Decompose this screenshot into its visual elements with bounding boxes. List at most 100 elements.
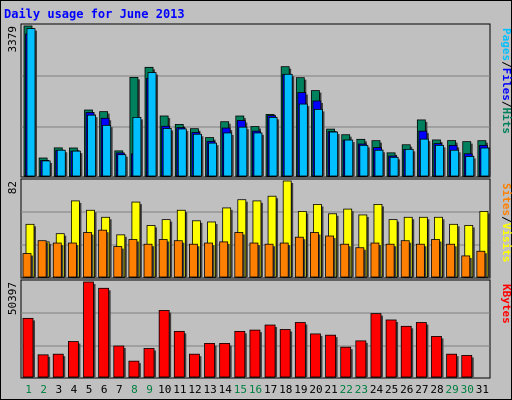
bar-pages-day-20 <box>314 109 323 177</box>
bar-kbytes-day-1 <box>22 317 34 378</box>
y-max-label-2: 82 <box>6 181 19 194</box>
x-tick-label-day-20: 20 <box>309 383 322 396</box>
bar-kbytes-day-22 <box>340 346 352 378</box>
bar-pages-day-4 <box>71 150 81 177</box>
x-tick-label-day-16: 16 <box>249 383 262 396</box>
x-tick-label-day-10: 10 <box>158 383 171 396</box>
bar-kbytes-day-23 <box>355 340 367 378</box>
bar-pages-day-10 <box>162 128 172 177</box>
bar-sites-day-28 <box>431 239 440 278</box>
bar-pages-day-9 <box>147 72 157 177</box>
x-tick-label-day-18: 18 <box>279 383 292 396</box>
bar-sites-day-13 <box>204 242 213 278</box>
x-tick-label-day-5: 5 <box>86 383 93 396</box>
legend-entry-2-2: / <box>500 216 512 223</box>
bar-kbytes-day-20 <box>310 333 321 378</box>
bar-sites-day-21 <box>325 235 334 278</box>
bar-kbytes-day-28 <box>431 336 442 378</box>
bar-sites-day-2 <box>37 240 47 278</box>
bar-kbytes-day-30 <box>461 355 473 378</box>
bar-kbytes-day-27 <box>415 322 427 378</box>
bar-sites-day-10 <box>158 239 168 278</box>
x-tick-label-day-7: 7 <box>116 383 123 396</box>
bar-sites-day-17 <box>264 243 274 278</box>
bar-sites-day-7 <box>113 246 123 278</box>
bar-pages-day-23 <box>359 144 369 177</box>
bar-sites-day-1 <box>22 253 32 278</box>
bar-pages-day-21 <box>329 131 338 177</box>
x-tick-label-day-27: 27 <box>415 383 428 396</box>
x-tick-label-day-17: 17 <box>264 383 277 396</box>
x-tick-label-day-4: 4 <box>71 383 78 396</box>
legend-entry-3-1: KBytes <box>500 284 512 324</box>
x-tick-label-day-21: 21 <box>325 383 338 396</box>
bar-pages-day-1 <box>26 28 36 177</box>
y-max-label-3: 50397 <box>6 282 19 315</box>
bar-pages-day-8 <box>132 117 142 177</box>
legend-2: Sites/Visits <box>500 183 512 263</box>
legend-3: KBytes <box>500 284 512 324</box>
bar-kbytes-day-19 <box>294 322 306 378</box>
x-tick-label-day-15: 15 <box>234 383 247 396</box>
legend-entry-2-3: Visits <box>500 223 512 263</box>
bar-pages-day-29 <box>450 149 460 177</box>
bar-kbytes-day-10 <box>158 310 170 378</box>
bar-pages-day-6 <box>102 124 112 177</box>
x-tick-label-day-14: 14 <box>219 383 233 396</box>
legend-1: Pages/Files/Hits <box>500 28 512 134</box>
legend-entry-1-4: / <box>500 101 512 108</box>
bar-sites-day-4 <box>67 242 77 278</box>
bar-sites-day-20 <box>310 232 319 278</box>
bar-sites-day-11 <box>173 240 183 278</box>
bar-sites-day-31 <box>476 250 486 278</box>
bar-kbytes-day-11 <box>173 330 185 378</box>
legend-entry-2-1: Sites <box>500 183 512 216</box>
bar-pages-day-7 <box>117 154 127 177</box>
bar-pages-day-18 <box>283 73 293 177</box>
x-tick-label-day-22: 22 <box>340 383 353 396</box>
x-tick-label-day-13: 13 <box>203 383 216 396</box>
bar-kbytes-day-4 <box>67 341 79 378</box>
bar-sites-day-29 <box>446 243 456 278</box>
x-tick-label-day-25: 25 <box>385 383 398 396</box>
bar-kbytes-day-17 <box>264 324 276 378</box>
bar-pages-day-11 <box>177 128 187 177</box>
bar-sites-day-6 <box>98 229 108 278</box>
legend-entry-1-1: Pages <box>500 28 512 61</box>
bar-kbytes-day-13 <box>204 343 215 378</box>
bar-kbytes-day-8 <box>128 360 140 378</box>
bar-kbytes-day-25 <box>385 319 397 378</box>
x-tick-label-day-30: 30 <box>461 383 474 396</box>
bar-pages-day-26 <box>404 148 414 177</box>
bar-kbytes-day-15 <box>234 330 246 378</box>
bar-kbytes-day-7 <box>113 345 125 378</box>
bar-sites-day-26 <box>400 240 410 278</box>
bar-kbytes-day-14 <box>219 343 231 378</box>
bar-sites-day-5 <box>83 232 92 278</box>
x-tick-label-day-11: 11 <box>173 383 186 396</box>
bar-sites-day-8 <box>128 239 138 278</box>
x-tick-label-day-9: 9 <box>146 383 153 396</box>
bar-sites-day-16 <box>249 242 259 278</box>
bar-kbytes-day-9 <box>143 348 155 378</box>
bar-pages-day-3 <box>56 149 66 177</box>
bar-pages-day-15 <box>238 126 248 177</box>
bar-pages-day-28 <box>435 144 444 177</box>
legend-entry-1-5: Hits <box>500 108 512 135</box>
bar-pages-day-24 <box>374 149 384 177</box>
bar-kbytes-day-24 <box>370 313 382 378</box>
bar-kbytes-day-2 <box>37 354 49 378</box>
bar-sites-day-25 <box>385 243 395 278</box>
bar-pages-day-31 <box>480 147 490 177</box>
bar-kbytes-day-16 <box>249 329 261 378</box>
x-tick-label-day-28: 28 <box>430 383 443 396</box>
x-tick-label-day-2: 2 <box>40 383 47 396</box>
bar-sites-day-12 <box>189 243 198 278</box>
bar-pages-day-5 <box>87 114 96 177</box>
bar-pages-day-19 <box>298 103 308 177</box>
chart-title: Daily usage for June 2013 <box>4 7 185 21</box>
x-tick-label-day-23: 23 <box>355 383 368 396</box>
bar-kbytes-day-26 <box>400 325 412 378</box>
bar-pages-day-14 <box>223 132 233 177</box>
bar-sites-day-30 <box>461 255 471 278</box>
